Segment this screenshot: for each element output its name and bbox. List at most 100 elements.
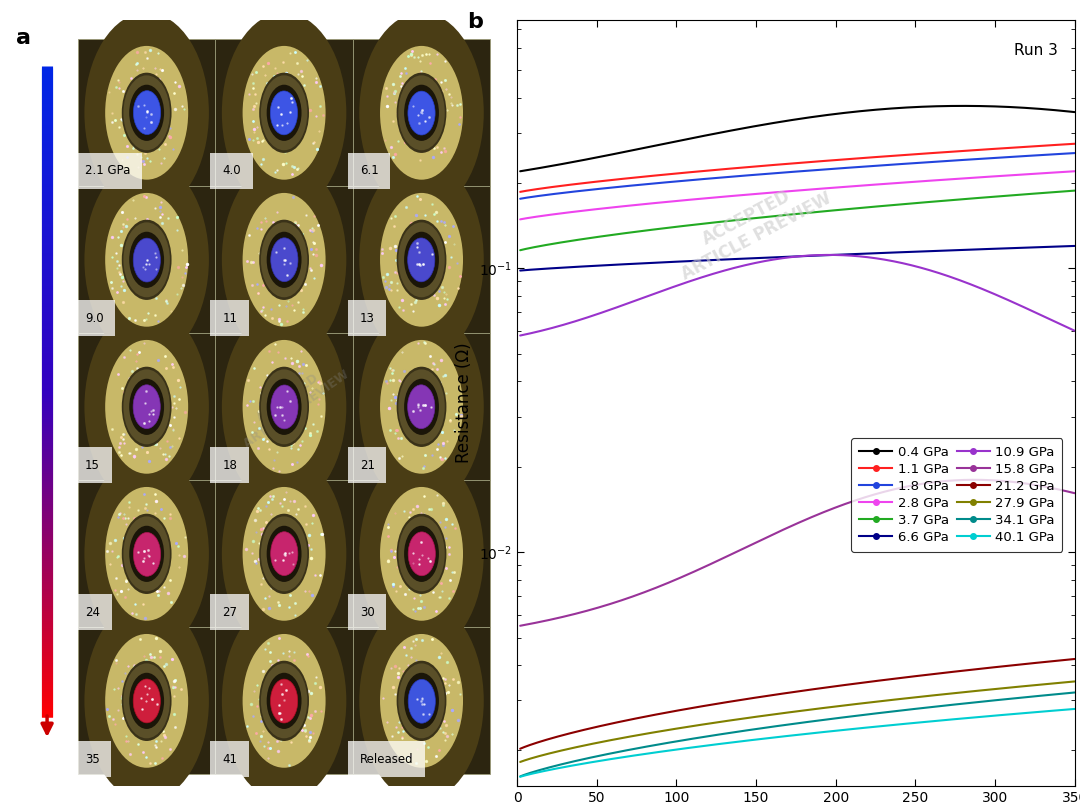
Circle shape: [259, 220, 309, 300]
Bar: [78, 39, 215, 186]
Circle shape: [130, 85, 164, 141]
Text: 18: 18: [222, 459, 238, 472]
Circle shape: [259, 367, 309, 447]
Circle shape: [123, 369, 170, 444]
Text: 2.1 GPa: 2.1 GPa: [85, 164, 131, 177]
Circle shape: [399, 517, 445, 592]
Circle shape: [84, 454, 208, 654]
Circle shape: [360, 160, 484, 360]
Text: ACCEPTED
ARTICLE PREVIEW: ACCEPTED ARTICLE PREVIEW: [669, 171, 834, 283]
Circle shape: [243, 487, 325, 621]
Text: 9.0: 9.0: [85, 311, 104, 325]
Bar: [353, 627, 490, 775]
Circle shape: [105, 340, 188, 474]
Circle shape: [399, 75, 445, 150]
Circle shape: [408, 679, 435, 723]
Circle shape: [404, 526, 438, 582]
Circle shape: [84, 12, 208, 213]
Text: 27: 27: [222, 605, 238, 618]
Circle shape: [270, 679, 298, 723]
Circle shape: [130, 379, 164, 435]
Circle shape: [261, 75, 308, 150]
Circle shape: [259, 513, 309, 594]
Circle shape: [396, 73, 446, 153]
Circle shape: [243, 634, 325, 768]
Circle shape: [407, 384, 435, 429]
Circle shape: [221, 454, 347, 654]
Bar: [78, 186, 215, 334]
Bar: [78, 480, 215, 627]
Bar: [78, 334, 215, 480]
Circle shape: [271, 385, 298, 429]
Circle shape: [122, 661, 172, 741]
Bar: [353, 480, 490, 627]
Circle shape: [267, 526, 301, 582]
Circle shape: [134, 91, 161, 135]
Circle shape: [396, 661, 446, 741]
Text: 21: 21: [360, 459, 375, 472]
Circle shape: [271, 238, 298, 281]
Bar: [353, 186, 490, 334]
Circle shape: [133, 238, 161, 282]
Circle shape: [221, 600, 347, 801]
Circle shape: [221, 12, 347, 213]
Bar: [78, 627, 215, 775]
Circle shape: [261, 369, 308, 444]
Circle shape: [221, 160, 347, 360]
Circle shape: [404, 85, 438, 141]
Circle shape: [130, 526, 164, 582]
Circle shape: [360, 12, 484, 213]
Circle shape: [122, 220, 172, 300]
Circle shape: [261, 222, 308, 297]
Circle shape: [380, 193, 463, 326]
Circle shape: [122, 513, 172, 594]
Text: 11: 11: [222, 311, 238, 325]
Bar: [215, 39, 353, 186]
Circle shape: [134, 533, 161, 576]
Circle shape: [360, 306, 484, 507]
Text: ACCEPTED
ARTICLE PREVIEW: ACCEPTED ARTICLE PREVIEW: [232, 355, 351, 451]
Y-axis label: Resistance (Ω): Resistance (Ω): [456, 343, 473, 463]
Circle shape: [123, 517, 170, 592]
Bar: [353, 39, 490, 186]
Circle shape: [105, 487, 188, 621]
Circle shape: [84, 160, 208, 360]
Circle shape: [261, 517, 308, 592]
Circle shape: [259, 73, 309, 153]
Text: 4.0: 4.0: [222, 164, 241, 177]
Circle shape: [130, 231, 164, 288]
Circle shape: [380, 487, 463, 621]
Bar: [215, 480, 353, 627]
Circle shape: [84, 306, 208, 507]
Text: 24: 24: [85, 605, 99, 618]
Bar: [215, 186, 353, 334]
Circle shape: [404, 379, 438, 435]
Circle shape: [360, 454, 484, 654]
Circle shape: [270, 91, 297, 135]
Circle shape: [243, 340, 325, 474]
Text: 35: 35: [85, 753, 99, 766]
Circle shape: [267, 231, 301, 288]
Circle shape: [133, 384, 160, 429]
Circle shape: [408, 532, 435, 575]
Circle shape: [267, 379, 301, 435]
Circle shape: [123, 663, 170, 738]
Text: Released: Released: [360, 753, 414, 766]
Circle shape: [407, 238, 435, 282]
Text: 41: 41: [222, 753, 238, 766]
Circle shape: [122, 367, 172, 447]
Text: a: a: [16, 27, 31, 48]
Circle shape: [243, 46, 325, 180]
Circle shape: [133, 679, 161, 723]
Circle shape: [123, 75, 170, 150]
Circle shape: [271, 532, 298, 575]
Bar: [215, 334, 353, 480]
Text: b: b: [467, 12, 483, 32]
Legend: 0.4 GPa, 1.1 GPa, 1.8 GPa, 2.8 GPa, 3.7 GPa, 6.6 GPa, 10.9 GPa, 15.8 GPa, 21.2 G: 0.4 GPa, 1.1 GPa, 1.8 GPa, 2.8 GPa, 3.7 …: [851, 438, 1063, 551]
Text: 6.1: 6.1: [360, 164, 378, 177]
Circle shape: [105, 634, 188, 768]
Circle shape: [259, 661, 309, 741]
Circle shape: [123, 222, 170, 297]
Circle shape: [380, 634, 463, 768]
Circle shape: [399, 369, 445, 444]
